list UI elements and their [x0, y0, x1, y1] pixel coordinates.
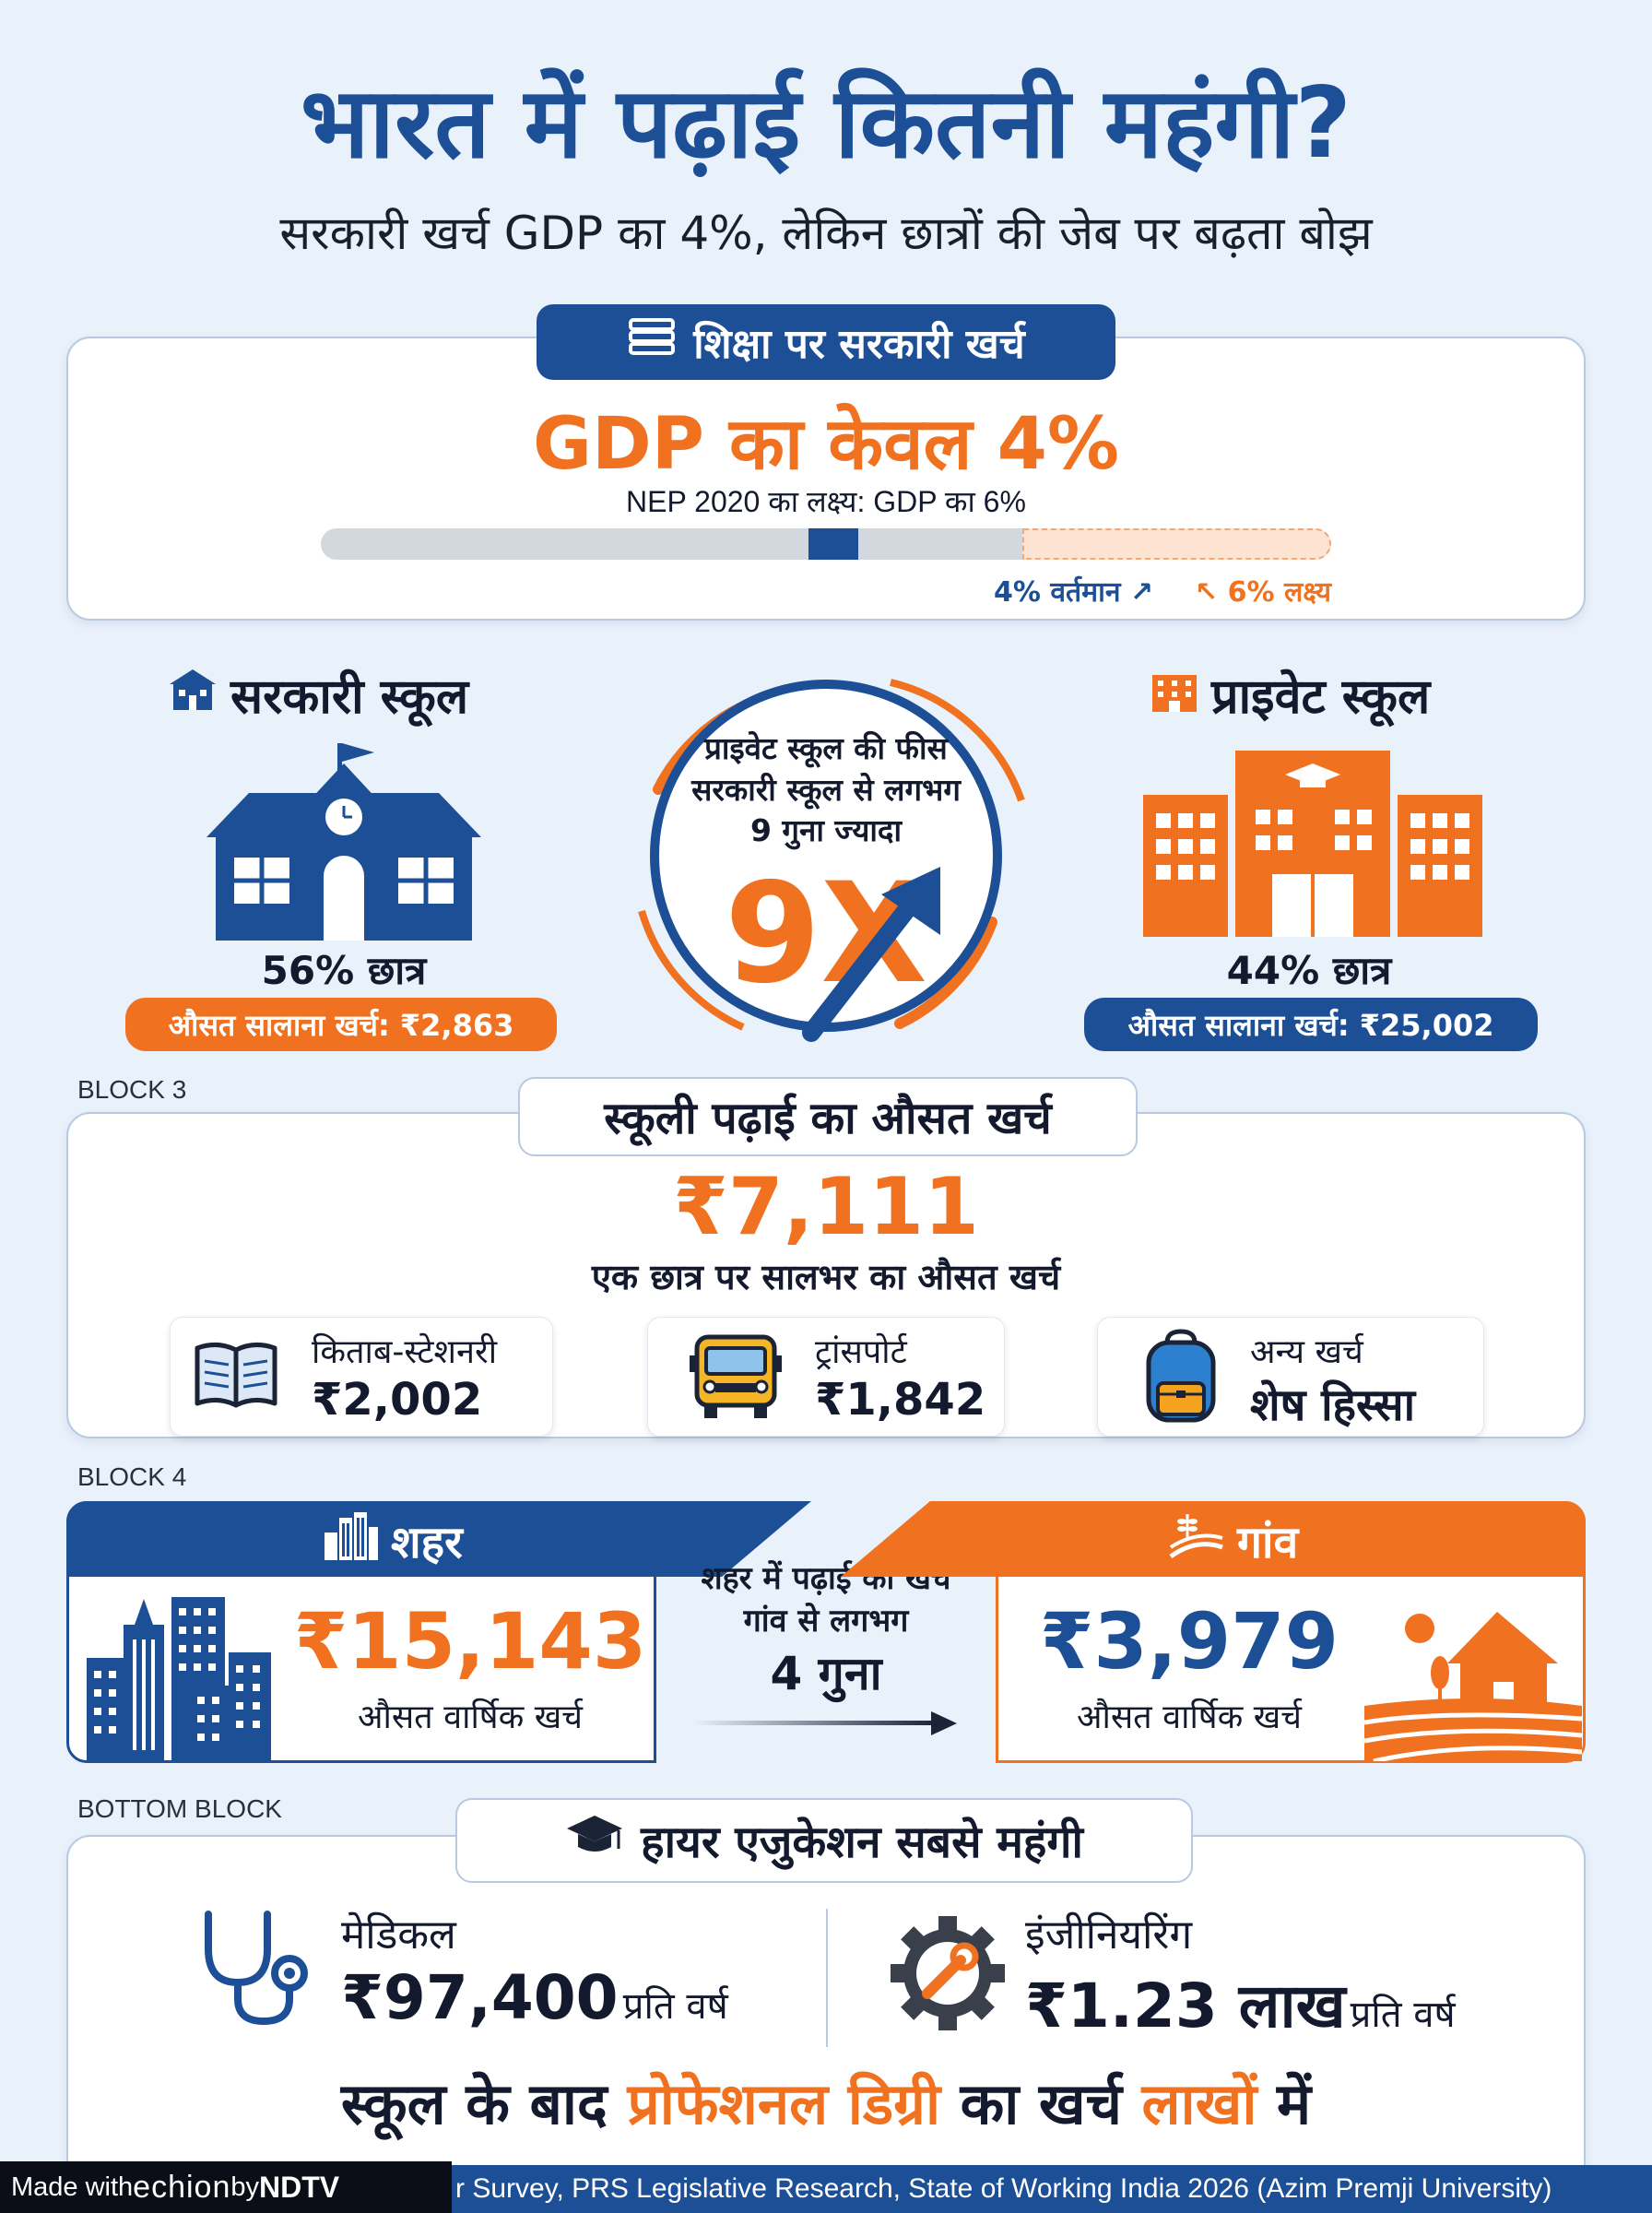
village-amount: ₹3,979	[1039, 1596, 1339, 1686]
other-label: अन्य खर्च	[1250, 1333, 1363, 1371]
stack-books-icon	[627, 316, 677, 369]
block4-label: BLOCK 4	[77, 1462, 187, 1491]
govt-school-illustration	[194, 738, 494, 946]
ndtv-logo: NDTV	[259, 2170, 340, 2204]
building-icon	[1149, 666, 1200, 724]
backpack-icon	[1139, 1328, 1222, 1427]
echion-logo: echion	[133, 2169, 231, 2205]
arrow-right-icon	[693, 1710, 961, 1741]
medical-amount: ₹97,400	[341, 1962, 619, 2033]
city-header	[66, 1501, 811, 1577]
village-header	[841, 1501, 1586, 1577]
books-value: ₹2,002	[312, 1374, 483, 1426]
stethoscope-icon	[197, 1909, 317, 2032]
arrow-up-left-icon: ↖	[1195, 576, 1219, 609]
govt-spend-badge-text: शिक्षा पर सरकारी खर्च	[693, 321, 1025, 368]
books-label: किताब-स्टेशनरी	[312, 1333, 498, 1371]
gdp-target-segment	[1021, 528, 1331, 560]
city-skyline-illustration	[87, 1597, 280, 1765]
nep-target-note: NEP 2020 का लक्ष्य: GDP का 6%	[626, 485, 1026, 518]
school-cost-amount: ₹7,111	[673, 1161, 979, 1253]
medical-label: मेडिकल	[341, 1911, 456, 1959]
city-buildings-icon	[323, 1510, 378, 1571]
book-icon	[192, 1339, 280, 1413]
private-school-illustration	[1143, 745, 1482, 941]
govt-spend-headline: GDP का केवल 4%	[532, 403, 1120, 486]
gdp-target-label: ↖ 6% लक्ष्य	[1195, 576, 1332, 609]
govt-school-cost: औसत सालाना खर्च: ₹2,863	[125, 998, 557, 1051]
city-title: शहर	[323, 1510, 463, 1571]
field-wheat-icon	[1169, 1510, 1224, 1571]
govt-school-title: सरकारी स्कूल	[166, 662, 468, 728]
graduation-cap-icon	[565, 1812, 624, 1869]
other-value: शेष हिस्सा	[1250, 1379, 1416, 1431]
transport-label: ट्रांसपोर्ट	[815, 1333, 907, 1371]
medical-cost: ₹97,400 प्रति वर्ष	[341, 1962, 728, 2033]
private-school-cost: औसत सालाना खर्च: ₹25,002	[1084, 998, 1538, 1051]
sources-text: r Survey, PRS Legislative Research, Stat…	[455, 2173, 1552, 2204]
arrow-up-right-icon: ↗	[1129, 576, 1154, 609]
private-school-share: 44% छात्र	[1226, 948, 1392, 993]
fee-comparison-circle	[605, 662, 1047, 1053]
city-caption: औसत वार्षिक खर्च	[358, 1698, 583, 1736]
medical-unit: प्रति वर्ष	[622, 1985, 728, 2028]
school-icon	[166, 666, 219, 724]
govt-spend-badge: शिक्षा पर सरकारी खर्च	[537, 304, 1115, 380]
gdp-current-label: 4% वर्तमान ↗	[994, 576, 1154, 609]
school-cost-badge: स्कूली पढ़ाई का औसत खर्च	[518, 1077, 1138, 1156]
school-cost-caption: एक छात्र पर सालभर का औसत खर्च	[591, 1257, 1061, 1297]
village-title: गांव	[1169, 1510, 1298, 1571]
fee-comparison-text: प्राइवेट स्कूल की फीस सरकारी स्कूल से लग…	[691, 730, 961, 849]
engineering-unit: प्रति वर्ष	[1350, 1994, 1456, 2036]
village-farm-illustration	[1363, 1603, 1583, 1765]
engineering-cost: ₹1.23 लाख प्रति वर्ष	[1025, 1962, 1456, 2045]
page-title: भारत में पढ़ाई कितनी महंगी?	[301, 66, 1351, 180]
bottom-block-label: BOTTOM BLOCK	[77, 1794, 282, 1823]
gdp-current-marker	[808, 528, 858, 560]
city-amount: ₹15,143	[293, 1596, 647, 1686]
engineering-amount: ₹1.23 लाख	[1025, 1970, 1346, 2041]
school-bus-icon	[688, 1331, 784, 1424]
block3-label: BLOCK 3	[77, 1075, 187, 1104]
made-with-badge: Made with echion by NDTV	[0, 2161, 452, 2213]
village-caption: औसत वार्षिक खर्च	[1077, 1698, 1302, 1736]
higher-education-badge: हायर एजुकेशन सबसे महंगी	[455, 1798, 1193, 1883]
professional-degree-line: स्कूल के बाद प्रोफेशनल डिग्री का खर्च ला…	[340, 2070, 1312, 2137]
page-subtitle: सरकारी खर्च GDP का 4%, लेकिन छात्रों की …	[279, 207, 1373, 261]
gear-wrench-icon	[883, 1909, 1012, 2041]
trend-arrow-icon	[793, 858, 950, 1046]
city-village-compare: शहर में पढ़ाई का खर्च गांव से लगभग 4 गुन…	[701, 1560, 951, 1700]
govt-spend-card	[66, 337, 1586, 621]
divider	[826, 1909, 828, 2047]
engineering-label: इंजीनियरिंग	[1025, 1911, 1193, 1959]
govt-school-share: 56% छात्र	[261, 948, 427, 993]
private-school-title: प्राइवेट स्कूल	[1149, 662, 1430, 728]
transport-value: ₹1,842	[815, 1374, 986, 1426]
